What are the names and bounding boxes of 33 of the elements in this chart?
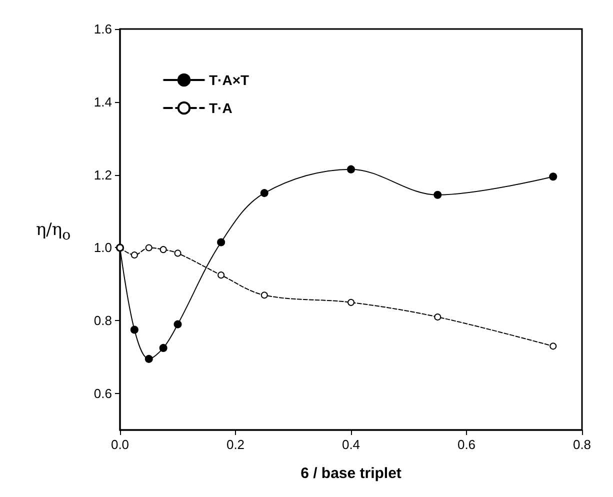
y-tick-label: 1.4 xyxy=(94,94,112,110)
x-tick-label: 0.0 xyxy=(110,437,130,452)
legend-label: T·A×T xyxy=(209,72,250,88)
point xyxy=(348,298,354,306)
y-tick-label: 1.6 xyxy=(94,22,112,36)
y-tick-label: 1.0 xyxy=(94,240,112,256)
point xyxy=(217,238,226,246)
point xyxy=(144,354,153,363)
point xyxy=(130,252,138,259)
point xyxy=(347,165,355,174)
x-axis-title: 6 / base triplet xyxy=(300,465,402,482)
point xyxy=(160,246,167,254)
point xyxy=(260,189,268,198)
point xyxy=(159,344,168,352)
y-tick-label: 0.8 xyxy=(94,313,112,328)
point xyxy=(174,320,182,328)
y-tick-label: 0.6 xyxy=(94,386,112,402)
point xyxy=(260,292,268,299)
point xyxy=(550,342,557,350)
point xyxy=(549,172,558,181)
legend-label: T·A xyxy=(209,100,232,116)
point xyxy=(434,313,442,320)
x-tick-label: 0.4 xyxy=(342,437,360,452)
x-tick-label: 0.6 xyxy=(457,437,476,452)
point xyxy=(145,244,152,252)
x-tick-label: 0.2 xyxy=(226,437,245,452)
x-tick-label: 0.8 xyxy=(572,437,592,452)
y-axis-title: η/η$_{o}$ xyxy=(36,220,71,244)
point xyxy=(174,250,182,257)
point xyxy=(218,272,225,279)
y-tick-label: 1.2 xyxy=(94,167,112,182)
point xyxy=(130,326,138,334)
point xyxy=(434,190,442,199)
